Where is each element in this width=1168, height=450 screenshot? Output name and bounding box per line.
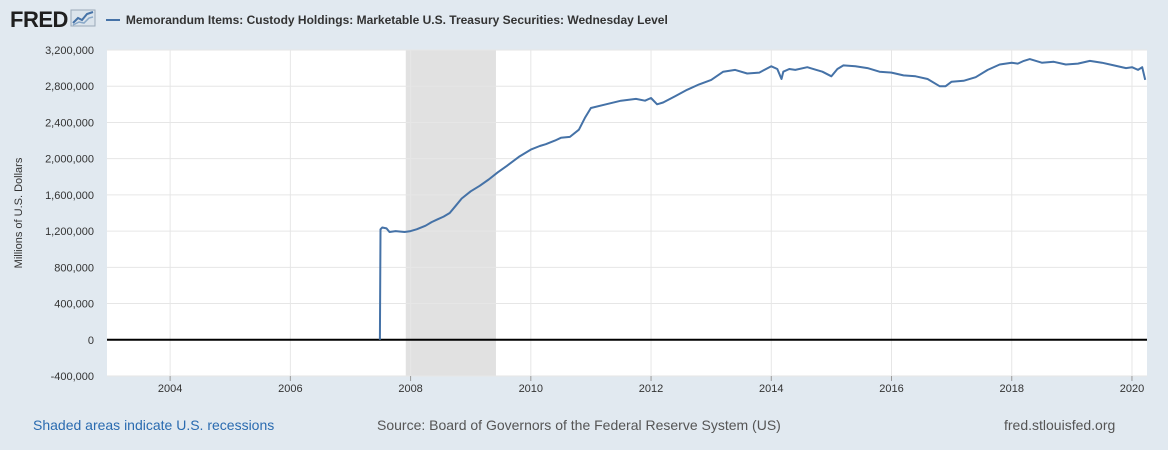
x-tick-label: 2020 [1120,383,1144,395]
recession-note-link[interactable]: Shaded areas indicate U.S. recessions [33,417,275,433]
y-tick-label: 3,200,000 [45,45,94,57]
fred-logo[interactable]: FRED [10,7,68,32]
plot-background [107,50,1147,376]
y-axis-label: Millions of U.S. Dollars [13,157,25,268]
y-tick-label: 1,200,000 [45,226,94,238]
source-text: Source: Board of Governors of the Federa… [377,417,781,433]
fred-logo-graph-icon [70,8,96,33]
site-link[interactable]: fred.stlouisfed.org [1004,417,1116,433]
y-tick-label: 1,600,000 [45,190,94,202]
y-tick-label: 2,800,000 [45,81,94,93]
chart-header: FRED Memorandum Items: Custody Holdings:… [10,6,668,34]
y-tick-label: 0 [88,335,94,347]
x-tick-label: 2014 [759,383,783,395]
x-tick-label: 2008 [398,383,422,395]
y-tick-label: -400,000 [51,371,94,383]
x-tick-label: 2004 [158,383,182,395]
y-tick-label: 400,000 [54,299,94,311]
x-tick-label: 2016 [879,383,903,395]
x-tick-label: 2006 [278,383,302,395]
x-tick-label: 2012 [639,383,663,395]
legend-swatch [105,19,120,21]
y-tick-label: 2,400,000 [45,117,94,129]
legend-series-title[interactable]: Memorandum Items: Custody Holdings: Mark… [125,13,668,27]
y-tick-label: 800,000 [54,262,94,274]
x-tick-label: 2010 [519,383,543,395]
y-tick-label: 2,000,000 [45,154,94,166]
x-tick-label: 2018 [999,383,1023,395]
series-line[interactable] [378,58,1147,340]
